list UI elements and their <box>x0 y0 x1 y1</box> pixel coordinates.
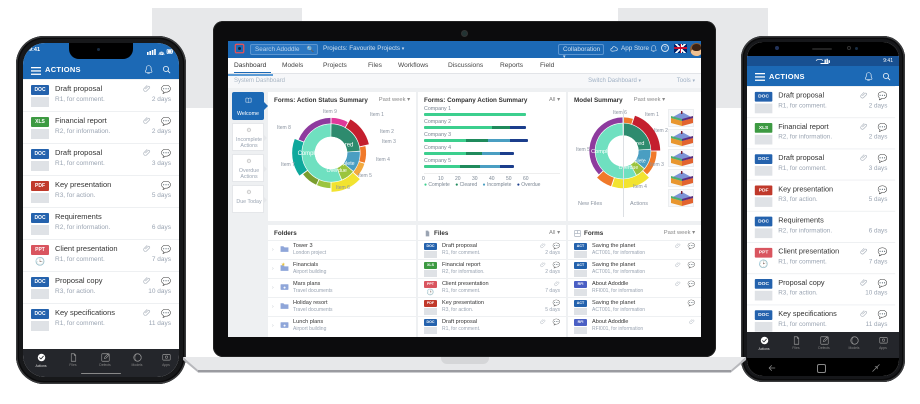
svg-text:Complete: Complete <box>298 151 324 157</box>
svg-text:Overdue: Overdue <box>619 165 639 171</box>
svg-text:Overdue: Overdue <box>326 168 346 174</box>
svg-text:Incomplete: Incomplete <box>621 158 646 164</box>
svg-text:Cleared: Cleared <box>624 141 644 147</box>
svg-text:Cleared: Cleared <box>333 143 354 149</box>
svg-text:Complete: Complete <box>591 149 615 155</box>
svg-text:◈: ◈ <box>283 285 286 289</box>
svg-text:◈: ◈ <box>283 323 286 327</box>
svg-text:Incomplete: Incomplete <box>329 161 355 167</box>
